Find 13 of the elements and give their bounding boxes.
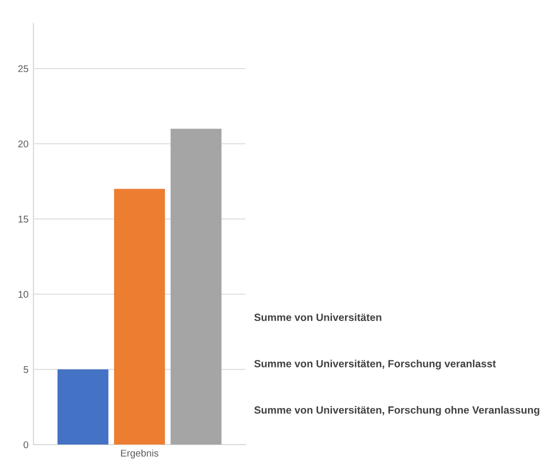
x-tick-label: Ergebnis bbox=[121, 449, 158, 459]
bar bbox=[170, 128, 222, 445]
y-tick-label: 15 bbox=[18, 216, 28, 223]
text: Summe von Universitäten, Forschung veranlasst bbox=[254, 360, 496, 370]
y-tick-label: 5 bbox=[24, 366, 28, 374]
y-tick-label: 25 bbox=[18, 65, 28, 72]
bar bbox=[114, 188, 165, 445]
text: Summe von Universitäten bbox=[254, 313, 382, 322]
y-tick-label: 20 bbox=[18, 140, 28, 148]
bar bbox=[58, 369, 108, 445]
text: Summe von Universitäten, Forschung ohne Veranlassung bbox=[254, 406, 540, 416]
y-tick-label: 0 bbox=[24, 441, 28, 448]
y-tick-label: 10 bbox=[18, 290, 28, 298]
